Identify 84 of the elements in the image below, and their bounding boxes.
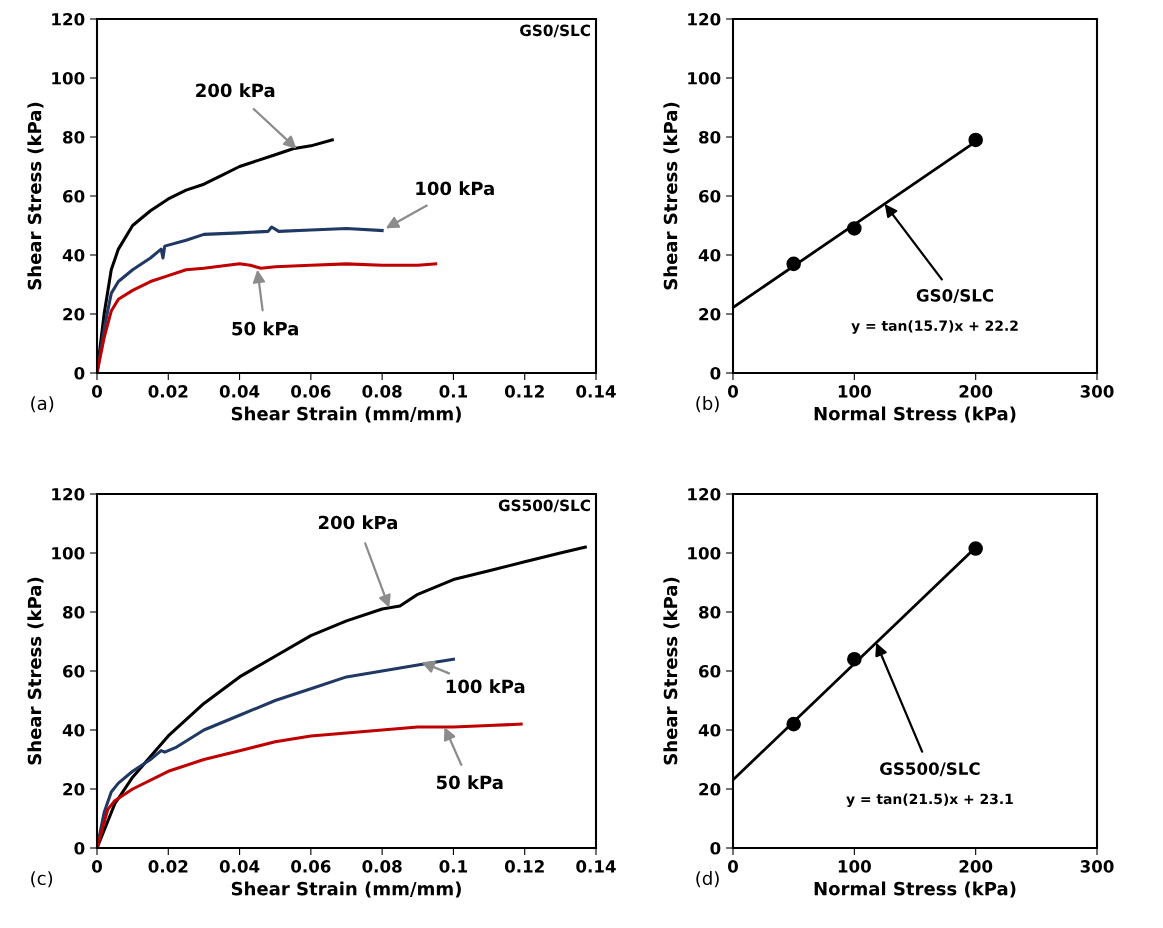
x-tick-label: 200	[959, 860, 993, 873]
annotation: GS500/SLC	[880, 762, 980, 777]
x-tick-label: 200	[959, 385, 993, 398]
y-tick-label: 20	[699, 782, 721, 796]
x-tick-label: 0.08	[362, 385, 402, 398]
y-tick-label: 40	[62, 248, 85, 262]
y-tick-label: 40	[62, 723, 85, 737]
y-tick-label: 20	[63, 782, 85, 796]
x-tick-label: 0.06	[291, 385, 331, 398]
y-tick-label: 80	[63, 130, 85, 144]
x-tick-label: 0.12	[504, 860, 544, 873]
y-axis-title: Shear Stress (kPa)	[663, 577, 680, 765]
point	[786, 256, 801, 272]
annotation: 100 kPa	[446, 679, 525, 694]
y-tick-label: 100	[688, 71, 721, 85]
x-tick-label: 0.1	[439, 860, 468, 873]
annotation: y = tan(15.7)x + 22.2	[851, 320, 1018, 334]
x-tick-label: 0.14	[576, 385, 616, 398]
y-tick-label: 100	[52, 71, 85, 85]
x-axis-title: Shear Strain (mm/mm)	[231, 881, 461, 898]
annotation: GS0/SLC	[916, 289, 994, 304]
y-axis-title: Shear Stress (kPa)	[27, 577, 44, 765]
x-tick-label: 300	[1080, 385, 1114, 398]
y-tick-label: 20	[63, 307, 85, 321]
text: (c)	[31, 871, 53, 888]
point	[968, 132, 983, 148]
point	[847, 221, 862, 236]
text: (a)	[31, 396, 54, 413]
annotation: y = tan(21.5)x + 23.1	[846, 793, 1013, 807]
y-tick-label: 80	[699, 130, 721, 144]
line-series	[97, 722, 523, 848]
x-axis-title: Normal Stress (kPa)	[814, 406, 1016, 423]
y-tick-label: 0	[74, 841, 85, 855]
x-tick-label: 0	[92, 860, 102, 873]
x-tick-label: 0.1	[439, 385, 468, 398]
point	[786, 716, 801, 732]
y-tick-label: 100	[688, 546, 721, 560]
y-tick-label: 0	[74, 366, 85, 380]
y-tick-label: 0	[710, 841, 721, 855]
line-series	[97, 262, 438, 373]
x-tick-label: 100	[838, 860, 871, 873]
y-axis-title: Shear Stress (kPa)	[663, 102, 680, 290]
y-tick-label: 40	[698, 248, 721, 262]
x-tick-label: 0	[728, 860, 738, 873]
y-tick-label: 0	[710, 366, 721, 380]
point	[847, 651, 862, 667]
annotation: 200 kPa	[196, 83, 275, 98]
y-tick-label: 100	[52, 546, 85, 560]
x-tick-label: 100	[838, 385, 871, 398]
point	[968, 541, 983, 556]
x-tick-label: 0.04	[219, 860, 260, 873]
y-tick-label: 60	[699, 189, 721, 203]
y-tick-label: 120	[688, 487, 721, 501]
y-tick-label: 120	[52, 12, 85, 26]
y-tick-label: 60	[63, 664, 85, 678]
y-tick-label: 40	[698, 723, 721, 737]
x-tick-label: 0.02	[148, 860, 188, 873]
text: (b)	[696, 396, 719, 413]
x-axis-title: Shear Strain (mm/mm)	[231, 406, 461, 423]
text: (d)	[696, 871, 719, 888]
y-tick-label: 120	[688, 12, 721, 26]
x-tick-label: 0.02	[148, 385, 188, 398]
annotation: 50 kPa	[232, 321, 298, 336]
x-tick-label: 0.08	[362, 860, 402, 873]
x-tick-label: 0.06	[291, 860, 331, 873]
y-tick-label: 60	[63, 189, 85, 203]
x-tick-label: 0.04	[219, 385, 260, 398]
y-tick-label: 120	[52, 487, 85, 501]
x-tick-label: 0.12	[504, 385, 544, 398]
annotation: GS500/SLC	[498, 499, 591, 513]
y-tick-label: 60	[699, 664, 721, 678]
x-tick-label: 0	[728, 385, 738, 398]
y-tick-label: 80	[699, 605, 721, 619]
y-tick-label: 20	[699, 307, 721, 321]
x-tick-label: 0	[92, 385, 102, 398]
x-axis-title: Normal Stress (kPa)	[814, 881, 1016, 898]
annotation: GS0/SLC	[520, 24, 591, 38]
annotation: 50 kPa	[436, 775, 503, 790]
x-tick-label: 300	[1080, 860, 1114, 873]
y-tick-label: 80	[63, 605, 85, 619]
x-tick-label: 0.14	[576, 860, 616, 873]
annotation: 100 kPa	[416, 181, 494, 196]
y-axis-title: Shear Stress (kPa)	[27, 102, 44, 290]
annotation: 200 kPa	[318, 515, 398, 530]
